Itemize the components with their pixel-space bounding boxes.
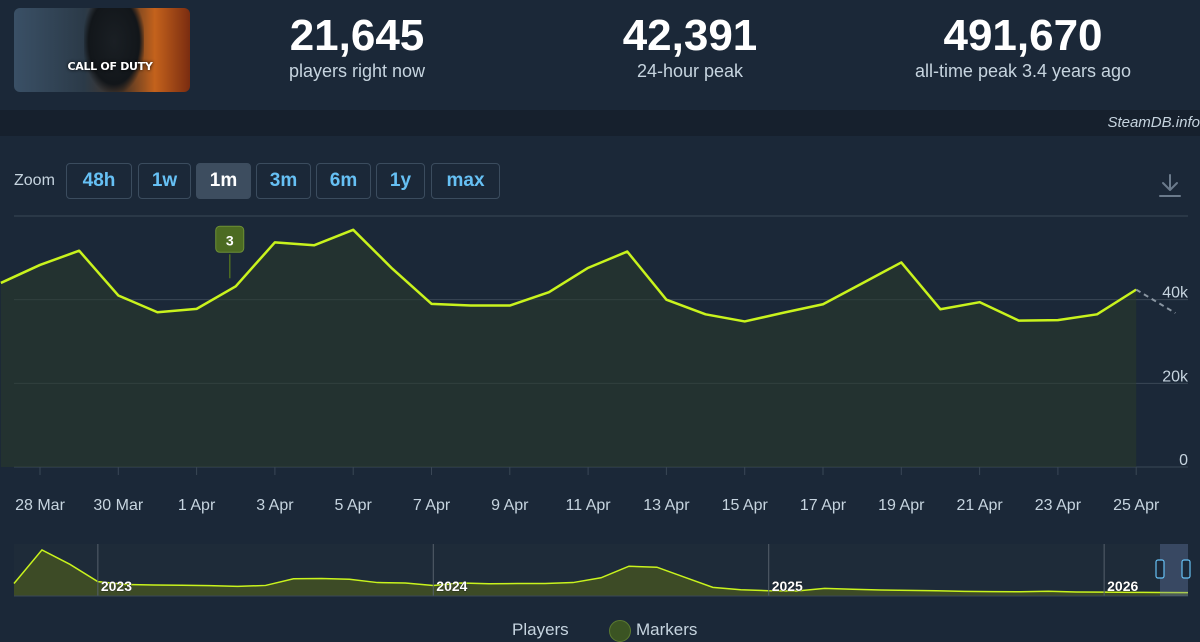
players-data-point[interactable] (350, 227, 356, 233)
x-tick-label: 19 Apr (878, 497, 925, 514)
players-data-point[interactable] (898, 259, 904, 265)
x-tick-label: 9 Apr (491, 497, 529, 514)
players-data-point[interactable] (742, 318, 748, 324)
navigator-year-label: 2026 (1107, 578, 1138, 594)
x-tick-label: 11 Apr (566, 497, 612, 514)
players-data-point[interactable] (389, 266, 395, 272)
zoom-48h-button[interactable]: 48h (66, 163, 132, 199)
players-data-point[interactable] (781, 310, 787, 316)
zoom-6m-button[interactable]: 6m (316, 163, 371, 199)
players-data-point[interactable] (468, 303, 474, 309)
game-logo: CALL OF DUTY (67, 60, 153, 73)
marker-flag[interactable] (215, 225, 245, 253)
zoom-1y-button[interactable]: 1y (376, 163, 425, 199)
steamdb-credit[interactable]: SteamDB.info (1107, 114, 1200, 131)
legend-markers[interactable]: Markers (636, 620, 698, 639)
current-players-value: 21,645 (289, 11, 425, 60)
y-tick-label: 20k (1162, 368, 1189, 385)
x-tick-label: 30 Mar (93, 497, 143, 514)
marker-label: 3 (226, 232, 234, 248)
players-data-point[interactable] (233, 283, 239, 289)
players-data-point[interactable] (1016, 318, 1022, 324)
zoom-1w-button[interactable]: 1w (138, 163, 191, 199)
players-data-point[interactable] (546, 289, 552, 295)
x-tick-label: 28 Mar (15, 497, 65, 514)
24h-peak-value: 42,391 (622, 11, 758, 60)
players-data-point[interactable] (311, 242, 317, 248)
players-data-point[interactable] (1055, 317, 1061, 323)
current-players-stat: 21,645 players right now (257, 12, 457, 82)
y-tick-label: 0 (1179, 452, 1188, 469)
players-data-point[interactable] (1094, 311, 1100, 317)
x-tick-label: 17 Apr (800, 497, 847, 514)
legend-markers-swatch (609, 620, 631, 642)
x-tick-label: 25 Apr (1113, 497, 1160, 514)
players-data-point[interactable] (429, 301, 435, 307)
stats-header: CALL OF DUTY 21,645 players right now 42… (0, 0, 1200, 110)
zoom-3m-button[interactable]: 3m (256, 163, 311, 199)
x-tick-label: 5 Apr (335, 497, 373, 514)
players-data-point[interactable] (76, 248, 82, 254)
players-data-point[interactable] (194, 306, 200, 312)
players-data-point[interactable] (937, 306, 943, 312)
players-data-point[interactable] (154, 309, 160, 315)
zoom-label: Zoom (14, 172, 55, 189)
y-tick-label: 40k (1162, 285, 1189, 302)
navigator-handle[interactable] (1181, 559, 1191, 579)
navigator-year-label: 2024 (436, 578, 467, 594)
players-data-point[interactable] (507, 303, 513, 309)
navigator-line (13, 548, 1189, 594)
players-data-point[interactable] (703, 311, 709, 317)
x-tick-label: 23 Apr (1035, 497, 1082, 514)
x-tick-label: 7 Apr (413, 497, 451, 514)
current-players-label: players right now (288, 61, 426, 81)
players-data-point[interactable] (859, 280, 865, 286)
chart-divider-strip (0, 110, 1200, 136)
zoom-1m-button[interactable]: 1m (196, 163, 251, 199)
24h-peak-stat: 42,391 24-hour peak (590, 12, 790, 82)
24h-peak-label: 24-hour peak (636, 61, 744, 81)
navigator-year-label: 2023 (101, 578, 132, 594)
players-series-line[interactable] (0, 228, 1137, 323)
cover-figure (84, 8, 144, 92)
players-data-point[interactable] (624, 249, 630, 255)
all-time-peak-label: all-time peak 3.4 years ago (914, 61, 1132, 81)
players-projection-line (1135, 288, 1176, 314)
navigator-area (14, 549, 1188, 596)
x-tick-label: 3 Apr (256, 497, 294, 514)
players-data-point[interactable] (820, 301, 826, 307)
zoom-max-button[interactable]: max (431, 163, 500, 199)
player-count-chart[interactable]: 0 20k 40k 28 Mar 30 Mar 1 Apr 3 Apr 5 Apr 7 Apr 9… (0, 205, 1200, 525)
players-data-point[interactable] (663, 297, 669, 303)
players-data-point[interactable] (37, 262, 43, 268)
all-time-peak-value: 491,670 (943, 11, 1103, 60)
players-data-point[interactable] (585, 265, 591, 271)
game-cover-image[interactable]: CALL OF DUTY (14, 8, 190, 92)
x-tick-label: 15 Apr (722, 497, 769, 514)
chart-legend: Players Markers (0, 612, 1200, 642)
x-tick-label: 13 Apr (643, 497, 690, 514)
all-time-peak-stat: 491,670 all-time peak 3.4 years ago (892, 12, 1154, 82)
players-data-point[interactable] (1133, 287, 1139, 293)
x-tick-label: 1 Apr (178, 497, 216, 514)
players-data-point[interactable] (977, 299, 983, 305)
legend-players[interactable]: Players (512, 620, 569, 639)
players-data-point[interactable] (272, 239, 278, 245)
navigator-handle[interactable] (1155, 559, 1165, 579)
download-icon[interactable] (1156, 172, 1184, 200)
players-area (0, 229, 1137, 467)
players-data-point[interactable] (115, 292, 121, 298)
navigator-year-label: 2025 (772, 578, 803, 594)
history-navigator-chart[interactable]: 2023 2024 2025 2026 (0, 540, 1200, 612)
x-tick-label: 21 Apr (956, 497, 1003, 514)
